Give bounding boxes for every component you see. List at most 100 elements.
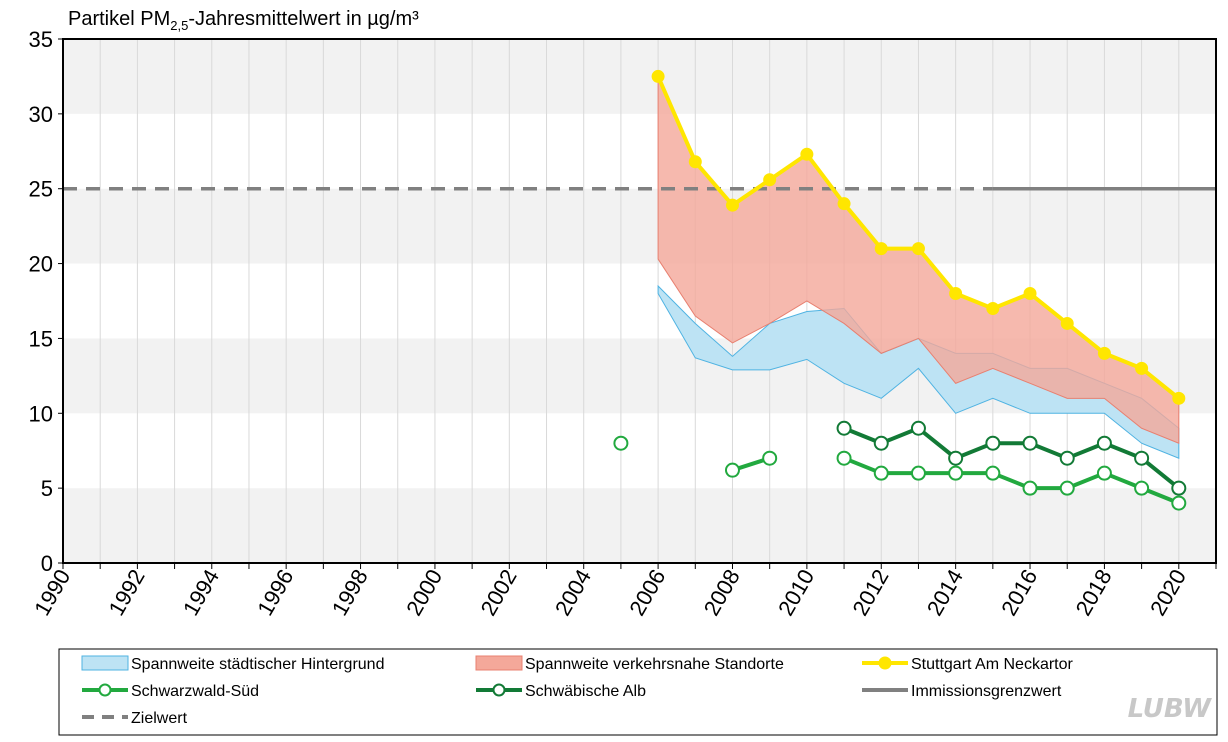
data-point bbox=[763, 173, 777, 187]
y-tick-label: 35 bbox=[29, 27, 53, 52]
data-point bbox=[1059, 450, 1075, 466]
y-tick-label: 0 bbox=[41, 551, 53, 576]
data-point bbox=[1022, 480, 1038, 496]
x-tick-label: 2020 bbox=[1145, 565, 1191, 620]
data-point bbox=[1023, 287, 1037, 301]
x-tick-label: 2006 bbox=[624, 565, 670, 620]
data-point bbox=[1096, 465, 1112, 481]
data-point bbox=[651, 69, 665, 83]
y-tick-label: 25 bbox=[29, 177, 53, 202]
data-point bbox=[1134, 480, 1150, 496]
data-point bbox=[1135, 361, 1149, 375]
legend-entry: Zielwert bbox=[82, 710, 188, 727]
data-point bbox=[1059, 480, 1075, 496]
legend-marker bbox=[98, 683, 112, 697]
legend-entry: Immissionsgrenzwert bbox=[862, 683, 1062, 700]
chart-title-prefix: Partikel PM bbox=[68, 8, 170, 30]
data-point bbox=[724, 462, 740, 478]
data-point bbox=[1172, 391, 1186, 405]
data-point bbox=[1060, 316, 1074, 330]
legend-entry: Spannweite verkehrsnahe Standorte bbox=[475, 655, 784, 673]
x-tick-label: 2018 bbox=[1071, 565, 1117, 620]
lubw-logo: LUBW bbox=[1128, 694, 1213, 724]
data-point bbox=[948, 465, 964, 481]
x-tick-label: 2004 bbox=[550, 565, 596, 620]
data-point bbox=[911, 242, 925, 256]
data-point bbox=[910, 465, 926, 481]
y-tick-label: 20 bbox=[29, 252, 53, 277]
data-point bbox=[874, 242, 888, 256]
grid-band bbox=[63, 413, 1216, 489]
y-tick-label: 15 bbox=[29, 326, 53, 351]
data-point bbox=[725, 198, 739, 212]
data-point bbox=[762, 450, 778, 466]
y-tick-label: 5 bbox=[41, 476, 53, 501]
grid-band bbox=[63, 188, 1216, 264]
legend-label: Stuttgart Am Neckartor bbox=[911, 656, 1074, 673]
data-point bbox=[910, 420, 926, 436]
data-point bbox=[836, 450, 852, 466]
series-stuttgart-am-neckartor bbox=[651, 69, 1186, 405]
legend-label: Immissionsgrenzwert bbox=[911, 683, 1062, 700]
chart-title: Partikel PM2,5-Jahresmittelwert in µg/m³ bbox=[68, 8, 419, 33]
x-tick-label: 1990 bbox=[29, 565, 75, 620]
x-tick-label: 2010 bbox=[773, 565, 819, 620]
legend-swatch bbox=[81, 655, 129, 671]
legend-box bbox=[58, 648, 1218, 736]
x-tick-label: 2000 bbox=[401, 565, 447, 620]
legend-entry: Stuttgart Am Neckartor bbox=[862, 656, 1074, 673]
data-point bbox=[800, 147, 814, 161]
series-schwarzwald-s-d bbox=[613, 435, 1187, 511]
y-axis: 0 5 10 15 20 25 30 35 bbox=[29, 27, 63, 576]
data-point bbox=[836, 420, 852, 436]
legend-label: Schwäbische Alb bbox=[525, 683, 646, 700]
grid-band bbox=[63, 488, 1216, 563]
x-tick-label: 1992 bbox=[104, 565, 150, 620]
legend-label: Spannweite städtischer Hintergrund bbox=[131, 656, 384, 673]
legend-marker bbox=[878, 656, 892, 670]
data-point bbox=[1171, 480, 1187, 496]
x-tick-label: 1998 bbox=[327, 565, 373, 620]
series-line bbox=[843, 426, 1181, 490]
data-point bbox=[873, 465, 889, 481]
plot-background bbox=[63, 39, 1216, 563]
data-point bbox=[873, 435, 889, 451]
x-tick-label: 2008 bbox=[699, 565, 745, 620]
grid-band bbox=[63, 39, 1216, 114]
legend: Spannweite städtischer Hintergrund Spannw… bbox=[81, 655, 1074, 727]
legend-label: Spannweite verkehrsnahe Standorte bbox=[525, 656, 784, 673]
data-point bbox=[1134, 450, 1150, 466]
y-tick-label: 30 bbox=[29, 102, 53, 127]
legend-entry: Schwarzwald-Süd bbox=[82, 683, 259, 700]
data-point bbox=[985, 435, 1001, 451]
data-point bbox=[1097, 346, 1111, 360]
x-tick-label: 1996 bbox=[252, 565, 298, 620]
y-tick-label: 10 bbox=[29, 401, 53, 426]
legend-swatch bbox=[475, 655, 523, 671]
data-point bbox=[986, 301, 1000, 315]
data-point bbox=[613, 435, 629, 451]
data-point bbox=[1171, 495, 1187, 511]
data-point bbox=[948, 450, 964, 466]
x-tick-label: 2016 bbox=[996, 565, 1042, 620]
series-line bbox=[843, 456, 1180, 505]
plot-frame bbox=[62, 38, 1217, 564]
data-point bbox=[688, 155, 702, 169]
grid-band bbox=[63, 113, 1216, 189]
legend-entry: Spannweite städtischer Hintergrund bbox=[81, 655, 384, 673]
x-axis: 1990 1992 1994 1996 1998 2000 2002 2004 2006 2008… bbox=[29, 563, 1217, 620]
series bbox=[613, 69, 1187, 511]
data-point bbox=[1022, 435, 1038, 451]
legend-entry: Schwäbische Alb bbox=[476, 683, 646, 700]
x-tick-label: 1994 bbox=[178, 565, 224, 620]
data-point bbox=[949, 287, 963, 301]
x-tick-label: 2014 bbox=[922, 565, 968, 620]
series-schw-bische-alb bbox=[836, 420, 1187, 496]
chart-title-subscript: 2,5 bbox=[170, 18, 188, 33]
x-tick-label: 2002 bbox=[476, 565, 522, 620]
chart-title-suffix: -Jahresmittelwert in µg/m³ bbox=[188, 8, 419, 30]
data-point bbox=[837, 197, 851, 211]
x-tick-label: 2012 bbox=[847, 565, 893, 620]
data-point bbox=[1096, 435, 1112, 451]
